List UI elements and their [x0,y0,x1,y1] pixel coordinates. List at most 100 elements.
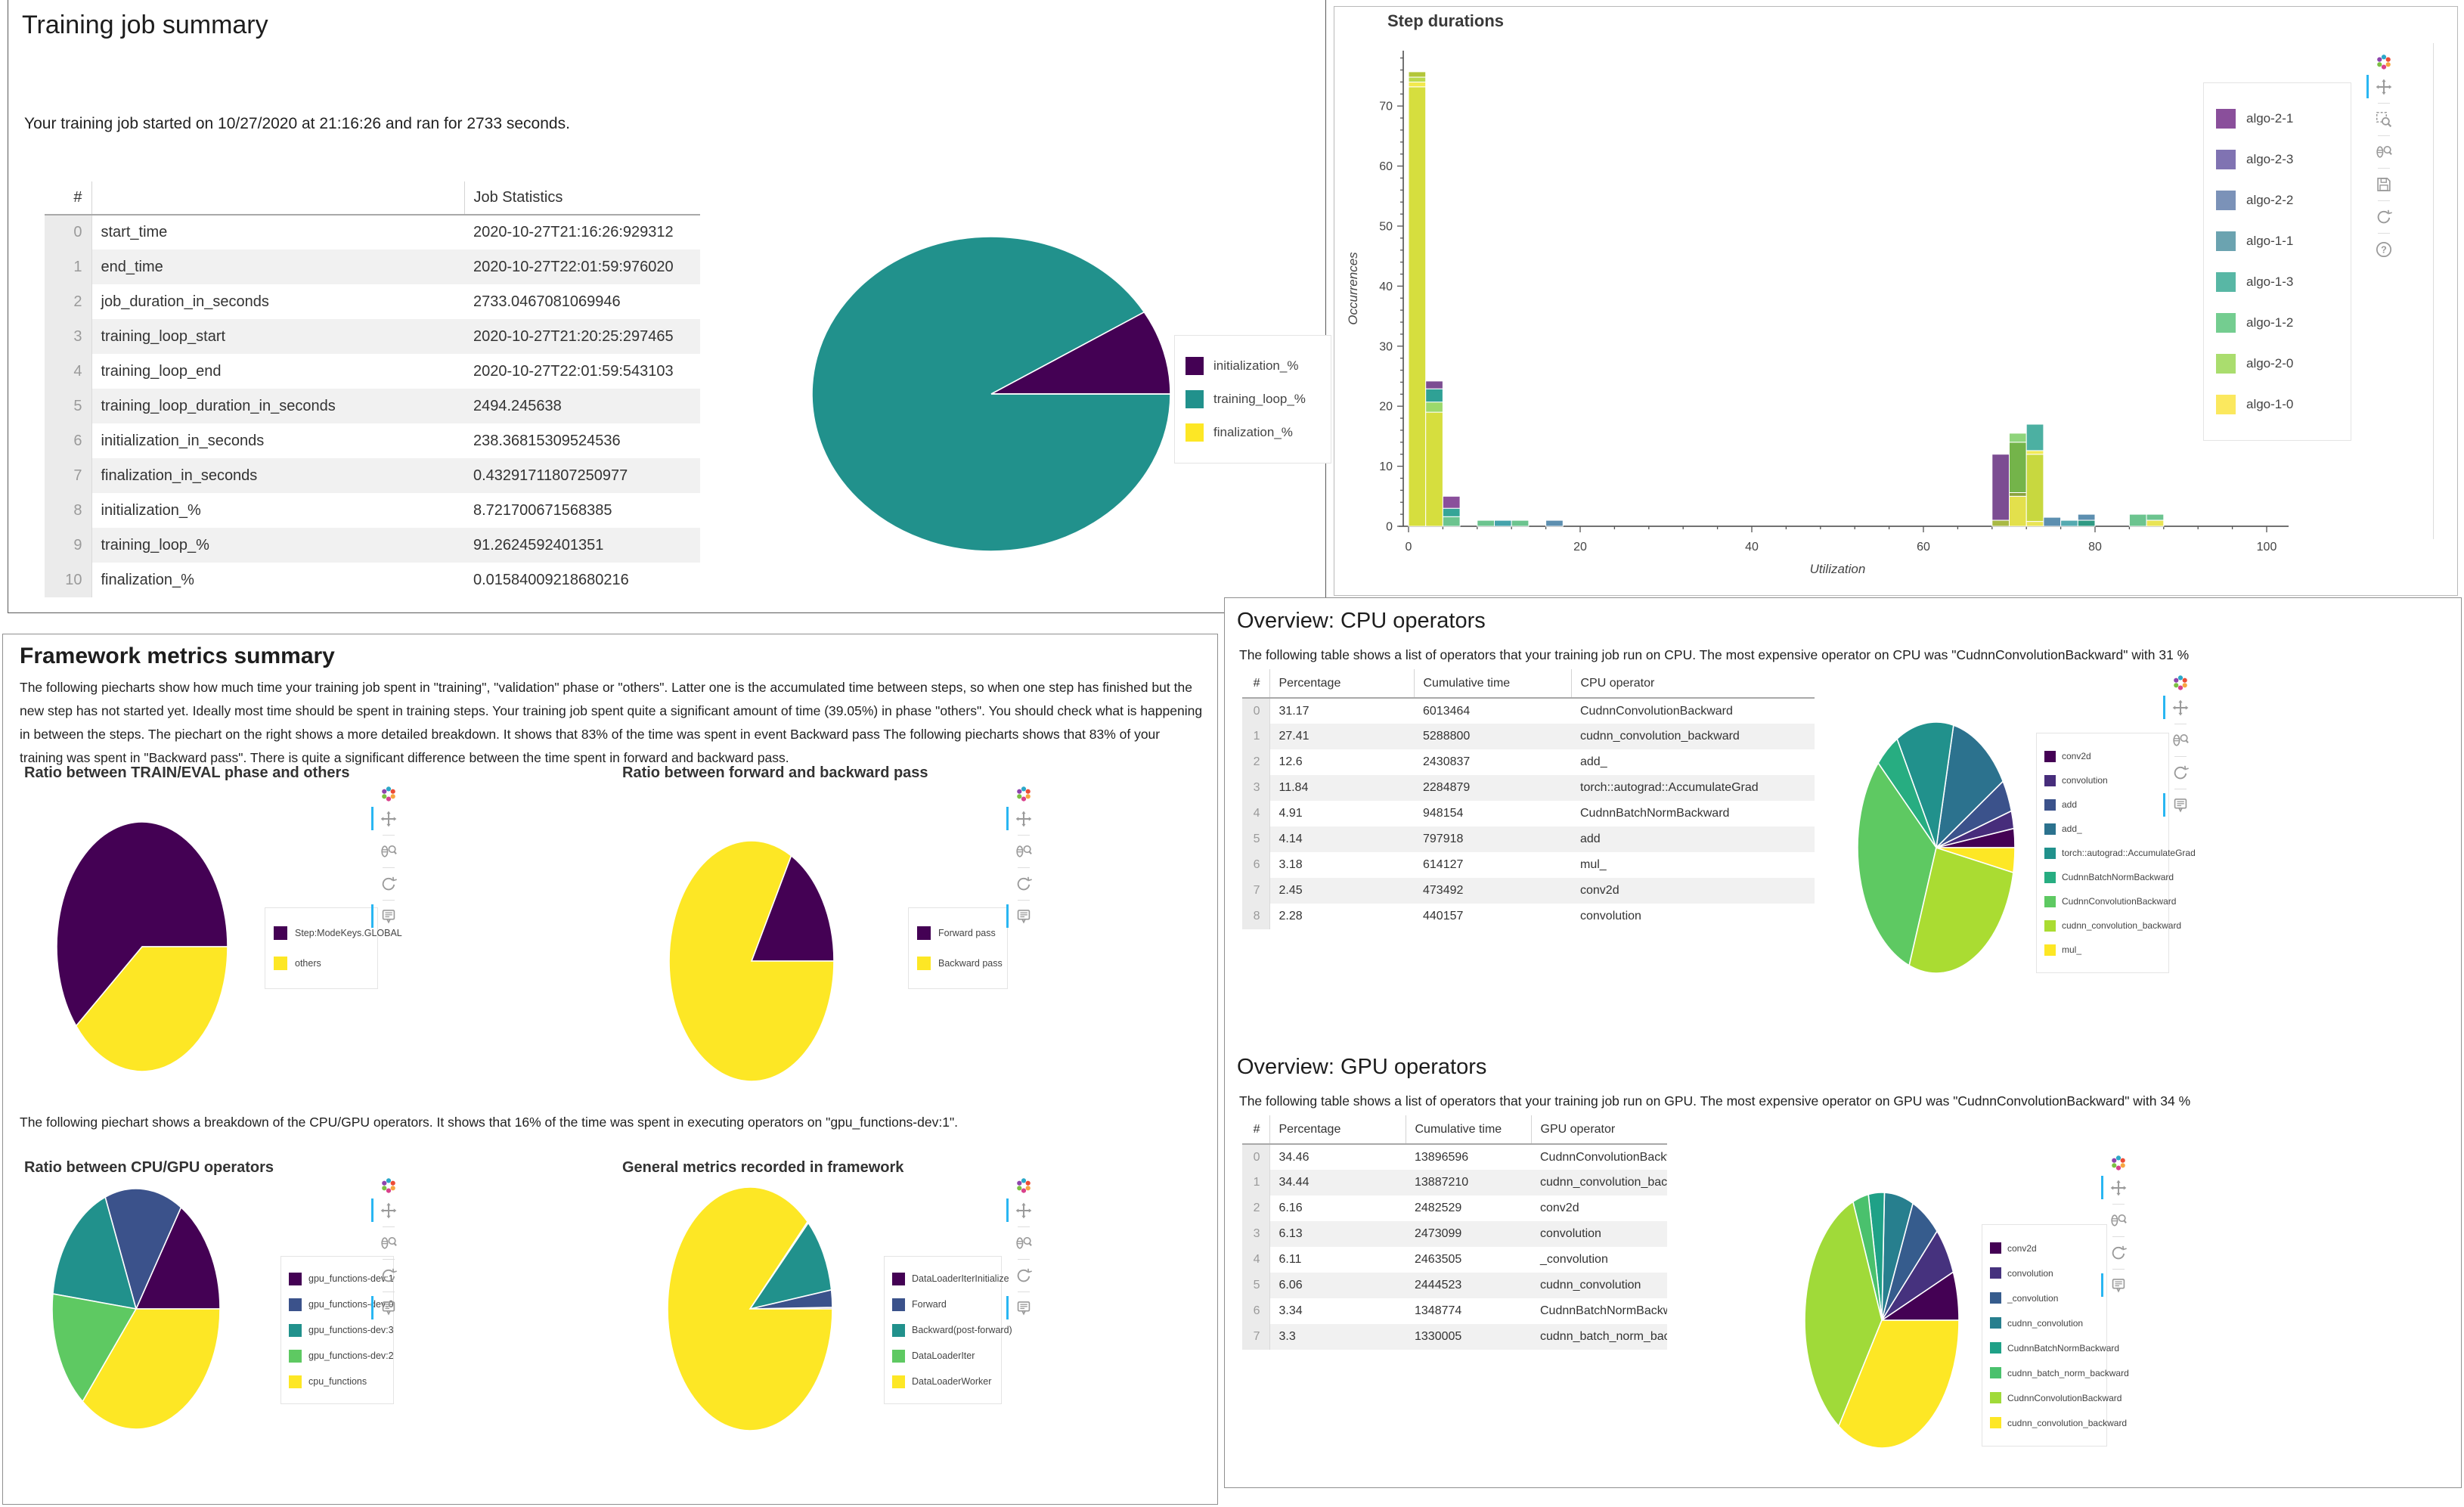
wheel-zoom-tool-icon[interactable] [2375,143,2393,161]
pan-tool-icon[interactable] [2366,75,2393,98]
job-phase-pie-chart[interactable] [811,236,1171,552]
toolbar-separator [1018,1291,1030,1292]
reset-tool-icon[interactable] [2171,764,2190,782]
legend-item-label: algo-2-2 [2246,193,2294,207]
legend-item-label: finalization_% [1213,425,1293,439]
hover-tool-icon[interactable] [371,904,398,928]
histogram-bar-segment [2077,519,2096,527]
histogram-bar-segment [1511,519,1530,527]
bokeh-logo-icon[interactable] [1015,785,1033,803]
wheel-zoom-tool-icon[interactable] [380,842,398,860]
legend-item-label: conv2d [2007,1242,2037,1254]
table-cell: 2733.0467081069946 [473,293,621,310]
row-index: 8 [45,493,92,528]
hover-tool-icon[interactable] [1006,904,1033,928]
table-cell: CudnnConvolutionBackwar [1540,1150,1667,1164]
fwd-bwd-pie-chart[interactable] [668,840,835,1082]
cpu-operators-pie-chart[interactable] [1857,721,2016,974]
bokeh-logo-icon[interactable] [2375,53,2393,71]
bokeh-logo-icon[interactable] [380,785,398,803]
legend-item: cudnn_batch_norm_backward [1990,1360,2129,1385]
train-eval-pie-chart[interactable] [56,821,228,1072]
table-cell: add_ [1580,755,1607,768]
y-tick-label: 70 [1379,101,1393,113]
wheel-zoom-tool-icon[interactable] [380,1234,398,1252]
wheel-zoom-tool-icon[interactable] [1015,842,1033,860]
step-durations-legend: algo-2-1 algo-2-3 algo-2-2 algo-1-1 algo-1-3… [2203,82,2351,441]
table-cell: finalization_in_seconds [91,458,464,493]
reset-tool-icon[interactable] [380,875,398,893]
table-cell: convolution [1580,910,1641,922]
pan-tool-icon[interactable] [2101,1176,2128,1199]
pie-chart-toolbar [371,785,400,928]
pan-tool-icon[interactable] [371,1198,398,1222]
pan-tool-icon[interactable] [1006,807,1033,830]
reset-tool-icon[interactable] [2375,208,2393,226]
hover-tool-icon[interactable] [2101,1273,2128,1297]
row-index: 6 [1242,1298,1270,1324]
bokeh-logo-icon[interactable] [1015,1177,1033,1195]
pan-tool-icon[interactable] [1006,1198,1033,1222]
save-tool-icon[interactable] [2375,175,2393,194]
step-durations-histogram[interactable]: 0 20 40 60 80 100 0 10 20 30 40 50 60 70 Utilization Oc… [1334,7,2459,595]
row-index: 3 [1242,775,1270,801]
pan-tool-icon[interactable] [2163,696,2190,719]
y-tick-label: 0 [1386,521,1393,534]
table-cell: 948154 [1423,807,1464,820]
histogram-bar-segment [2060,519,2078,527]
legend-swatch [892,1375,905,1388]
legend-item: algo-2-2 [2216,180,2338,221]
bokeh-logo-icon[interactable] [2171,674,2190,692]
table-cell: 0.01584009218680216 [473,571,629,588]
legend-item-label: CudnnBatchNormBackward [2062,872,2174,882]
train-eval-pie-title: Ratio between TRAIN/EVAL phase and other… [24,764,350,781]
y-tick-label: 30 [1379,340,1393,353]
legend-swatch [2216,150,2236,169]
wheel-zoom-tool-icon[interactable] [1015,1234,1033,1252]
reset-tool-icon[interactable] [1015,875,1033,893]
table-cell: 2020-10-27T22:01:59:543103 [473,362,674,380]
wheel-zoom-tool-icon[interactable] [2171,731,2190,749]
hover-tool-icon[interactable] [2163,793,2190,817]
x-tick-label: 40 [1745,541,1759,553]
bokeh-logo-icon[interactable] [380,1177,398,1195]
hover-tool-icon[interactable] [1006,1296,1033,1319]
pie-slice [668,840,835,1082]
reset-tool-icon[interactable] [2109,1244,2128,1262]
table-row: 9 training_loop_% 91.2624592401351 [45,528,700,563]
table-cell: 0.43291711807250977 [464,458,700,493]
reset-tool-icon[interactable] [380,1267,398,1285]
legend-item: algo-2-3 [2216,139,2338,180]
legend-item: others [274,948,369,978]
table-cell: 2482529 [1415,1202,1462,1214]
bokeh-logo-icon[interactable] [2109,1154,2128,1172]
table-row: 4 6.11 2463505 _convolution [1242,1247,1667,1273]
pie-chart-toolbar [1006,1177,1035,1319]
box-zoom-tool-icon[interactable] [2375,110,2393,129]
pie-slice [990,311,1171,395]
legend-item: CudnnBatchNormBackward [2044,865,2174,889]
column-header: Cumulative time [1413,669,1571,699]
toolbar-separator [1018,900,1030,901]
x-tick-label: 20 [1573,541,1587,553]
histogram-bar-segment [1425,388,1443,403]
help-tool-icon[interactable]: ? [2375,240,2393,259]
toolbar-separator [2112,1204,2125,1205]
y-tick-label: 50 [1379,221,1393,234]
cpu-gpu-pie-chart[interactable] [51,1188,221,1430]
row-index: 4 [1242,801,1270,826]
legend-item-label: algo-2-3 [2246,152,2294,166]
gpu-operators-pie-chart[interactable] [1804,1192,1960,1449]
table-cell: 6.13 [1269,1221,1406,1247]
hover-tool-icon[interactable] [371,1296,398,1319]
general-metrics-pie-chart[interactable] [667,1186,833,1431]
pan-tool-icon[interactable] [371,807,398,830]
reset-tool-icon[interactable] [1015,1267,1033,1285]
column-header: Cumulative time [1405,1115,1531,1145]
pie-slice [51,1293,138,1403]
legend-swatch [2044,944,2056,956]
wheel-zoom-tool-icon[interactable] [2109,1211,2128,1229]
histogram-bar-segment [1408,86,1427,527]
row-index: 4 [1242,1247,1270,1273]
